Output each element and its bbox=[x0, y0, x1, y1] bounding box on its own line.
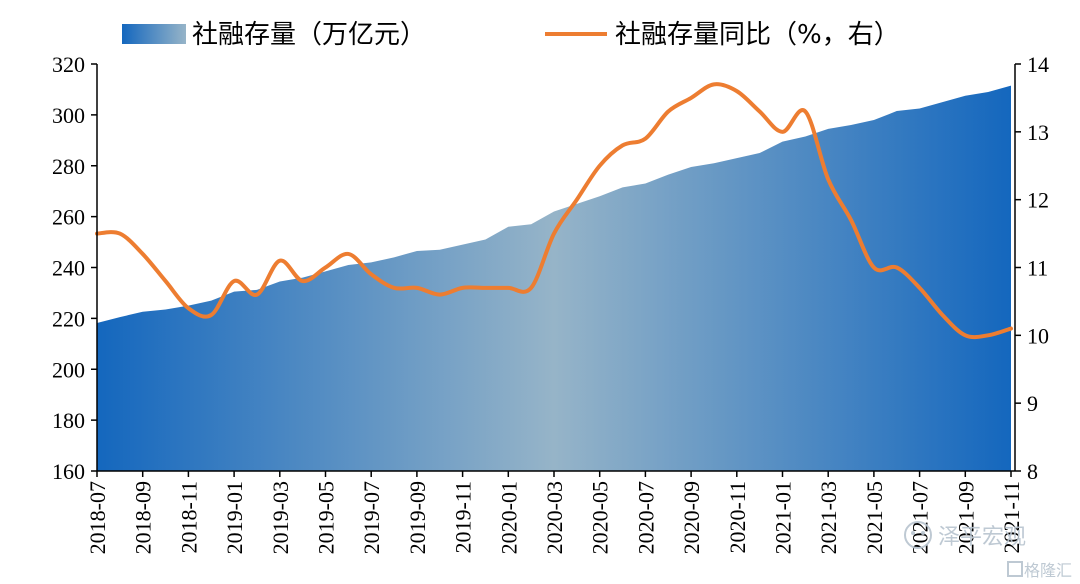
legend-area-swatch bbox=[122, 24, 186, 44]
left-tick-label: 320 bbox=[52, 52, 85, 77]
series-area-stock bbox=[97, 85, 1011, 472]
right-tick-label: 10 bbox=[1027, 323, 1049, 348]
x-tick-label: 2019-01 bbox=[222, 481, 247, 554]
right-tick-label: 11 bbox=[1027, 256, 1048, 281]
right-tick-label: 13 bbox=[1027, 120, 1049, 145]
left-tick-label: 300 bbox=[52, 103, 85, 128]
axes: 160 180 200 220 240 260 280 300 320 8 9 10 11 12 13 14 2… bbox=[52, 52, 1049, 554]
plot-area bbox=[95, 82, 1013, 472]
x-tick-label: 2018-07 bbox=[85, 481, 110, 554]
x-tick-label: 2019-09 bbox=[405, 481, 430, 554]
right-tick-label: 14 bbox=[1027, 52, 1049, 77]
left-tick-label: 160 bbox=[52, 459, 85, 484]
left-tick-label: 240 bbox=[52, 256, 85, 281]
left-tick-label: 180 bbox=[52, 408, 85, 433]
x-tick-label: 2019-03 bbox=[268, 481, 293, 554]
x-tick-label: 2018-11 bbox=[176, 481, 201, 554]
x-tick-label: 2020-01 bbox=[496, 481, 521, 554]
left-tick-label: 280 bbox=[52, 154, 85, 179]
x-tick-label: 2021-03 bbox=[816, 481, 841, 554]
wechat-icon-dot bbox=[911, 531, 915, 535]
legend-area-label: 社融存量（万亿元） bbox=[192, 20, 426, 50]
legend-line-label: 社融存量同比（%，右） bbox=[615, 20, 900, 50]
x-tick-label: 2021-09 bbox=[953, 481, 978, 554]
x-tick-label: 2020-11 bbox=[725, 481, 750, 554]
source-logo-icon bbox=[1007, 561, 1023, 577]
right-tick-label: 12 bbox=[1027, 188, 1049, 213]
wechat-icon-dot-2 bbox=[921, 531, 925, 535]
x-tick-label: 2019-07 bbox=[359, 481, 384, 554]
watermark-brand: 泽平宏观 bbox=[938, 525, 1026, 550]
x-tick-label: 2021-05 bbox=[862, 481, 887, 554]
left-tick-label: 260 bbox=[52, 205, 85, 230]
left-tick-label: 220 bbox=[52, 306, 85, 331]
watermark-source: 格隆汇 bbox=[1024, 561, 1072, 580]
x-tick-label: 2021-11 bbox=[999, 481, 1024, 554]
x-tick-label: 2019-11 bbox=[451, 481, 476, 554]
watermark: 泽平宏观 格隆汇 bbox=[904, 521, 1072, 580]
legend: 社融存量（万亿元） 社融存量同比（%，右） bbox=[122, 20, 900, 50]
x-tick-label: 2021-01 bbox=[771, 481, 796, 554]
x-tick-label: 2020-09 bbox=[679, 481, 704, 554]
series-line-yoy bbox=[95, 82, 1013, 340]
x-tick-label: 2018-09 bbox=[131, 481, 156, 554]
x-tick-label: 2020-07 bbox=[633, 481, 658, 554]
wechat-icon bbox=[904, 521, 932, 549]
x-tick-label: 2020-05 bbox=[588, 481, 613, 554]
x-tick-label: 2019-05 bbox=[314, 481, 339, 554]
x-tick-label: 2020-03 bbox=[542, 481, 567, 554]
left-tick-label: 200 bbox=[52, 357, 85, 382]
right-tick-label: 9 bbox=[1027, 391, 1038, 416]
right-tick-label: 8 bbox=[1027, 459, 1038, 484]
